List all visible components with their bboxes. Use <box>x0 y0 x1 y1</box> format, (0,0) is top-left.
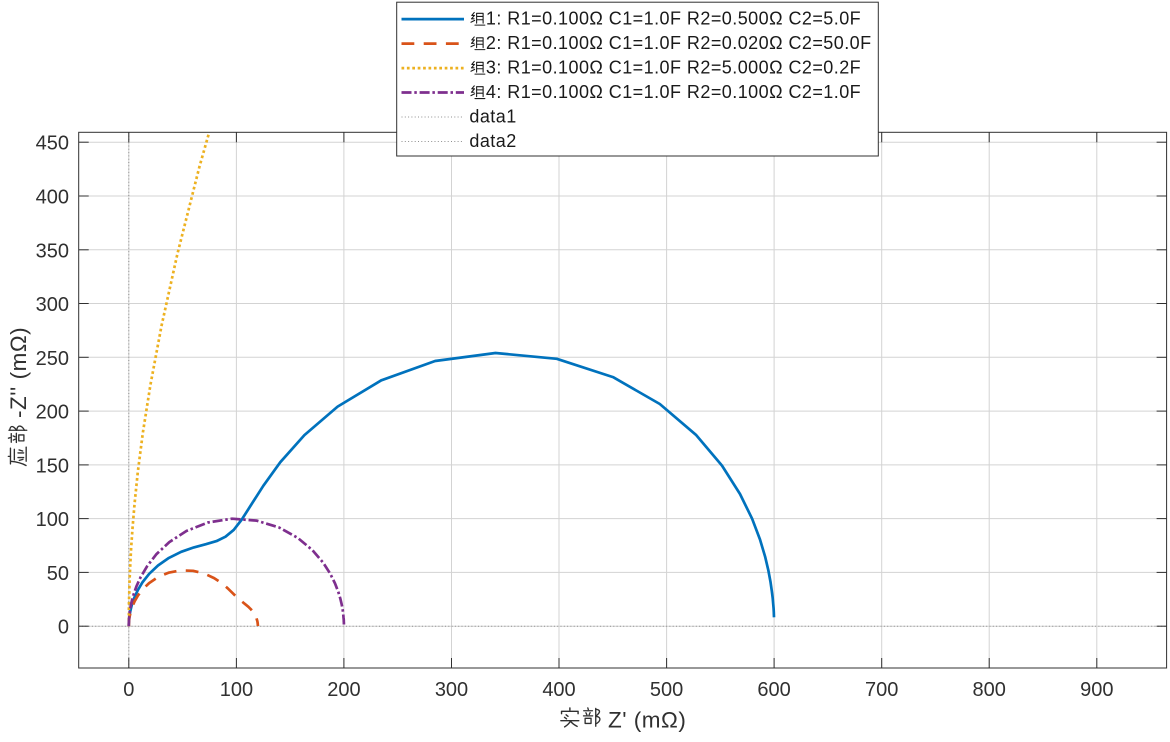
svg-text:0: 0 <box>123 679 134 701</box>
svg-text:2: R1=0.100Ω C1=1.0F R2=0.020Ω: 2: R1=0.100Ω C1=1.0F R2=0.020Ω C2=50.0F <box>486 33 872 53</box>
svg-text:0: 0 <box>58 617 69 639</box>
svg-text:300: 300 <box>435 679 468 701</box>
svg-text:Z' (mΩ): Z' (mΩ) <box>608 708 686 733</box>
svg-text:-Z'' (mΩ): -Z'' (mΩ) <box>6 327 31 418</box>
svg-text:data1: data1 <box>469 107 516 127</box>
svg-text:1: R1=0.100Ω C1=1.0F R2=0.500Ω: 1: R1=0.100Ω C1=1.0F R2=0.500Ω C2=5.0F <box>486 9 861 29</box>
svg-text:100: 100 <box>220 679 253 701</box>
svg-text:900: 900 <box>1080 679 1113 701</box>
svg-text:350: 350 <box>36 240 69 262</box>
svg-text:4: R1=0.100Ω C1=1.0F R2=0.100Ω: 4: R1=0.100Ω C1=1.0F R2=0.100Ω C2=1.0F <box>486 82 861 102</box>
svg-text:data2: data2 <box>469 131 516 151</box>
svg-text:200: 200 <box>36 402 69 424</box>
svg-text:600: 600 <box>757 679 790 701</box>
svg-text:50: 50 <box>47 563 69 585</box>
svg-text:250: 250 <box>36 348 69 370</box>
svg-text:400: 400 <box>36 187 69 209</box>
svg-text:300: 300 <box>36 294 69 316</box>
svg-text:150: 150 <box>36 455 69 477</box>
svg-text:200: 200 <box>327 679 360 701</box>
svg-text:450: 450 <box>36 133 69 155</box>
svg-text:500: 500 <box>650 679 683 701</box>
svg-text:800: 800 <box>973 679 1006 701</box>
svg-text:400: 400 <box>542 679 575 701</box>
svg-text:100: 100 <box>36 509 69 531</box>
svg-text:700: 700 <box>865 679 898 701</box>
svg-text:3: R1=0.100Ω C1=1.0F R2=5.000Ω: 3: R1=0.100Ω C1=1.0F R2=5.000Ω C2=0.2F <box>486 58 861 78</box>
